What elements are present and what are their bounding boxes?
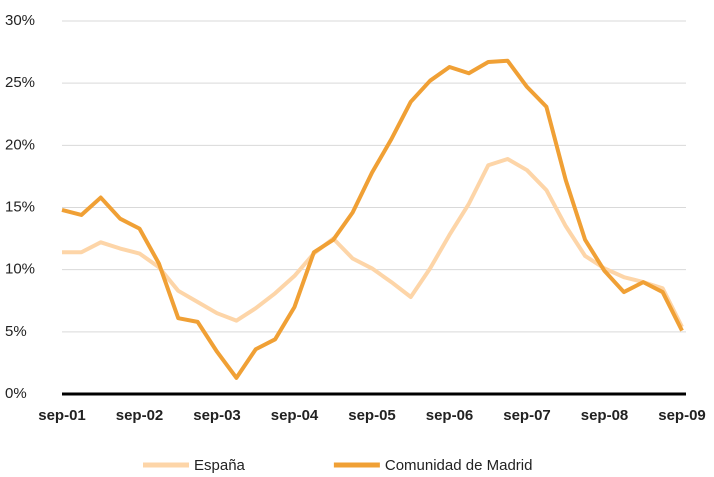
x-tick-label: sep-07 bbox=[503, 407, 551, 424]
y-tick-label: 30% bbox=[5, 12, 35, 29]
x-tick-label: sep-02 bbox=[116, 407, 164, 424]
legend-label: Comunidad de Madrid bbox=[385, 457, 533, 474]
y-tick-label: 20% bbox=[5, 136, 35, 153]
y-tick-label: 15% bbox=[5, 198, 35, 215]
x-tick-label: sep-05 bbox=[348, 407, 396, 424]
y-tick-label: 10% bbox=[5, 261, 35, 278]
y-tick-label: 25% bbox=[5, 74, 35, 91]
y-tick-label: 0% bbox=[5, 385, 27, 402]
x-tick-label: sep-08 bbox=[581, 407, 629, 424]
line bbox=[61, 58, 684, 380]
x-tick-label: sep-04 bbox=[271, 407, 319, 424]
x-tick-label: sep-03 bbox=[193, 407, 241, 424]
legend-label: España bbox=[194, 457, 246, 474]
x-tick-label: sep-06 bbox=[426, 407, 474, 424]
line bbox=[62, 157, 684, 328]
y-tick-label: 5% bbox=[5, 323, 27, 340]
x-tick-label: sep-09 bbox=[658, 407, 706, 424]
x-tick-label: sep-01 bbox=[38, 407, 86, 424]
